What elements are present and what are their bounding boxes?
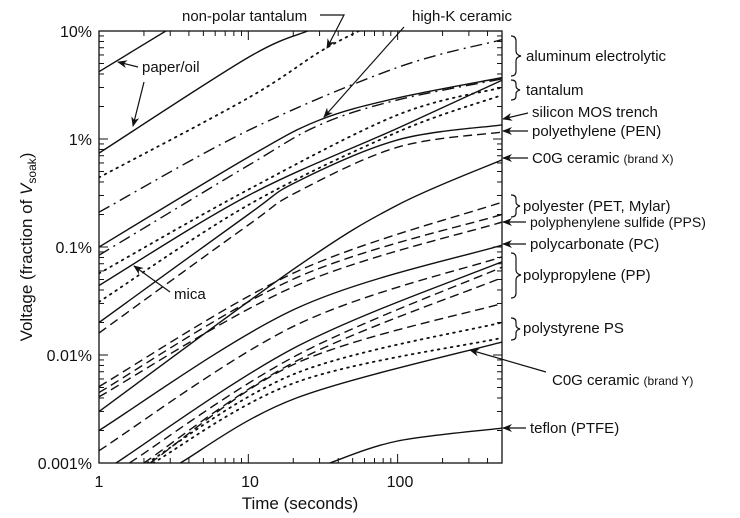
series-line-dashed-18 — [129, 266, 502, 463]
label-tantalum: tantalum — [526, 82, 584, 99]
series-line-solid-0 — [99, 31, 167, 73]
arrow-mica — [133, 265, 171, 293]
series-line-dashed-20 — [149, 302, 502, 463]
brace-polystyrene — [510, 317, 521, 341]
label-silicon-mos-trench: silicon MOS trench — [532, 104, 658, 121]
label-paper-oil: paper/oil — [142, 59, 200, 76]
series-line-dashdot-3 — [99, 39, 502, 213]
arrow-silicon-mos-trench — [502, 112, 529, 121]
label-polypropylene: polypropylene (PP) — [523, 267, 651, 284]
arrow-high-k-ceramic — [323, 26, 405, 118]
label-c0g-x-main: C0G ceramic — [532, 150, 620, 167]
series-line-dashed-11 — [99, 201, 502, 388]
label-non-polar-tantalum: non-polar tantalum — [182, 8, 307, 25]
y-axis-label-var: V — [17, 182, 36, 195]
y-tick-label: 10% — [60, 24, 92, 41]
series-line-solid-7 — [99, 79, 502, 287]
label-c0g-brand-x: C0G ceramic (brand X) — [532, 150, 674, 167]
label-high-k-ceramic: high-K ceramic — [412, 8, 513, 25]
y-axis-label-main: Voltage (fraction of — [17, 195, 36, 341]
series-line-dotted-21 — [146, 321, 502, 463]
y-axis-label-close: ) — [17, 153, 36, 159]
series-line-dashed-12 — [99, 213, 502, 394]
series-line-solid-1 — [99, 31, 308, 154]
label-polyethylene: polyethylene (PEN) — [532, 123, 661, 140]
x-tick-label: 100 — [387, 474, 414, 491]
series-line-dotted-2 — [99, 31, 360, 179]
brace-aluminum-electrolytic — [510, 35, 522, 77]
series-line-dotted-8 — [99, 94, 502, 303]
series-line-solid-9 — [99, 124, 502, 324]
label-c0g-brand-y: C0G ceramic (brand Y) — [552, 372, 693, 389]
label-mica: mica — [174, 286, 206, 303]
arrow-paper-oil-1 — [117, 60, 139, 69]
y-tick-label: 0.01% — [47, 348, 92, 365]
series-line-solid-4 — [99, 76, 502, 248]
series-line-solid-14 — [99, 159, 502, 413]
arrow-paper-oil-2 — [131, 81, 145, 127]
series-line-solid-23 — [179, 341, 502, 463]
y-axis-label-sub: soak — [25, 157, 39, 183]
brace-tantalum — [510, 79, 521, 101]
arrow-c0g-brand-y — [469, 348, 547, 373]
x-tick-label: 10 — [241, 474, 259, 491]
brace-polypropylene — [510, 252, 522, 299]
series-line-solid-24 — [329, 427, 502, 463]
y-axis-label: Voltage (fraction of Vsoak) — [17, 153, 39, 342]
arrow-non-polar-tantalum — [320, 14, 345, 49]
y-tick-label: 0.1% — [56, 240, 92, 257]
label-c0g-y-brand: (brand Y) — [644, 374, 694, 388]
label-aluminum-electrolytic: aluminum electrolytic — [526, 48, 667, 65]
label-c0g-x-brand: (brand X) — [624, 152, 674, 166]
series-line-dotted-6 — [99, 86, 502, 275]
series-line-dashed-16 — [99, 256, 502, 452]
series-line-dashed-13 — [99, 221, 502, 398]
label-pc: polycarbonate (PC) — [530, 236, 659, 253]
x-axis-label: Time (seconds) — [242, 494, 359, 513]
label-polystyrene: polystyrene PS — [523, 320, 624, 337]
y-tick-label: 1% — [69, 132, 92, 149]
series-line-solid-15 — [99, 244, 502, 432]
x-tick-label: 1 — [95, 474, 104, 491]
series-line-dotted-22 — [152, 337, 502, 463]
series-line-solid-17 — [115, 261, 502, 463]
label-teflon: teflon (PTFE) — [530, 420, 619, 437]
series-line-dashed-10 — [99, 131, 502, 334]
label-polyester: polyester (PET, Mylar) — [523, 198, 671, 215]
label-pps: polyphenylene sulfide (PPS) — [530, 214, 706, 230]
label-c0g-y-main: C0G ceramic — [552, 372, 640, 389]
curves — [99, 31, 502, 463]
series-line-dashed-19 — [143, 277, 502, 463]
y-tick-label: 0.001% — [38, 456, 92, 473]
series-line-dashdot-5 — [99, 78, 502, 256]
brace-polyester — [510, 194, 521, 218]
